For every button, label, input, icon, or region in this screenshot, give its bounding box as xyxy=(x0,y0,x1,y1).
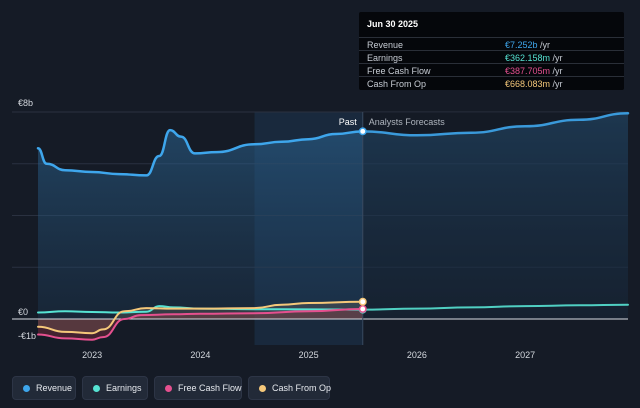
free-cash-flow-line xyxy=(37,308,364,341)
free-cash-flow-marker xyxy=(358,305,367,313)
revenue-forecast-line xyxy=(361,112,630,137)
x-tick-label: 2027 xyxy=(515,350,535,360)
y-tick-label: €0 xyxy=(18,307,28,317)
legend-item-earnings[interactable]: Earnings xyxy=(82,376,148,400)
legend-item-cash-from-op[interactable]: Cash From Op xyxy=(248,376,332,400)
legend-item-free-cash-flow[interactable]: Free Cash Flow xyxy=(154,376,242,400)
revenue-line xyxy=(36,128,365,177)
tooltip-date: Jun 30 2025 xyxy=(367,19,419,29)
tooltip-label: Earnings xyxy=(367,53,403,63)
earnings-forecast-line xyxy=(361,303,629,311)
tooltip-value: €362.158m /yr xyxy=(505,53,563,63)
x-tick-label: 2026 xyxy=(407,350,427,360)
legend-label: Revenue xyxy=(36,383,73,393)
cash-from-op-marker xyxy=(358,297,367,306)
tooltip-row-revenue: Revenue €7.252b /yr xyxy=(359,37,624,51)
tooltip-row-cash-from-op: Cash From Op €668.083m /yr xyxy=(359,76,624,90)
y-tick-label: €8b xyxy=(18,98,33,108)
legend-item-revenue[interactable]: Revenue xyxy=(12,376,76,400)
legend-dot-icon xyxy=(165,385,172,392)
tooltip-value: €668.083m /yr xyxy=(505,79,563,89)
forecast-dim xyxy=(362,112,628,319)
legend-label: Free Cash Flow xyxy=(178,383,242,393)
x-tick-label: 2025 xyxy=(299,350,319,360)
tooltip-value: €7.252b /yr xyxy=(505,40,551,50)
legend-label: Earnings xyxy=(106,383,142,393)
free-cash-flow-area xyxy=(38,309,363,340)
tooltip-row-earnings: Earnings €362.158m /yr xyxy=(359,50,624,64)
y-tick-label: -€1b xyxy=(18,331,36,341)
legend-dot-icon xyxy=(259,385,266,392)
tooltip-value: €387.705m /yr xyxy=(505,66,563,76)
cash-from-op-line xyxy=(37,300,364,335)
earnings-line xyxy=(37,305,364,314)
tooltip-label: Revenue xyxy=(367,40,404,50)
tooltip-row-free-cash-flow: Free Cash Flow €387.705m /yr xyxy=(359,63,624,77)
forecast-label: Analysts Forecasts xyxy=(369,117,446,127)
revenue-marker xyxy=(358,127,367,136)
past-label: Past xyxy=(339,117,358,127)
tooltip-label: Cash From Op xyxy=(367,79,427,89)
tooltip-label: Free Cash Flow xyxy=(367,66,431,76)
legend-dot-icon xyxy=(93,385,100,392)
revenue-area xyxy=(38,113,628,319)
x-tick-label: 2023 xyxy=(82,350,102,360)
legend-dot-icon xyxy=(23,385,30,392)
legend-label: Cash From Op xyxy=(272,383,332,393)
tooltip: Jun 30 2025 Revenue €7.252b /yr Earnings… xyxy=(359,12,624,90)
x-tick-label: 2024 xyxy=(190,350,210,360)
